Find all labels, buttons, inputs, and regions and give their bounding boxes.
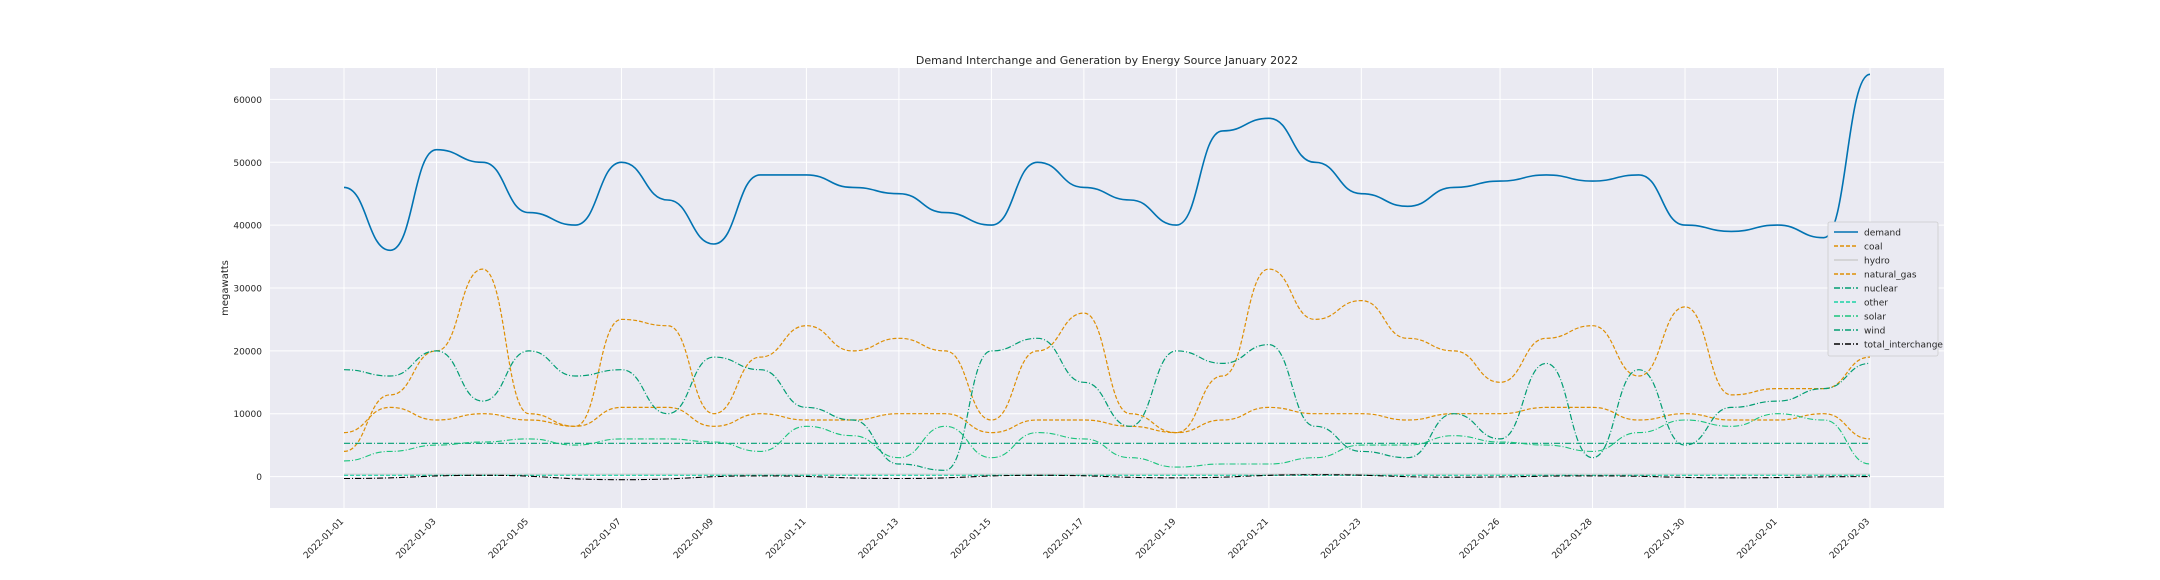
legend-label-demand: demand	[1864, 229, 1901, 239]
x-tick-label: 2022-02-01	[1736, 517, 1780, 561]
legend-label-coal: coal	[1864, 243, 1882, 253]
x-tick-label: 2022-01-13	[857, 517, 901, 561]
legend-label-natural_gas: natural_gas	[1864, 271, 1917, 281]
x-tick-label: 2022-01-21	[1227, 517, 1271, 561]
y-tick-label: 50000	[233, 159, 262, 169]
x-tick-label: 2022-01-30	[1643, 517, 1687, 561]
legend-label-solar: solar	[1864, 313, 1886, 323]
y-axis-label: megawatts	[220, 260, 231, 316]
series-line-wind	[343, 337, 1871, 471]
series-line-total_interchange	[343, 474, 1871, 481]
y-tick-label: 0	[256, 473, 262, 483]
series-line-coal	[343, 406, 1871, 440]
y-tick-label: 10000	[233, 410, 262, 420]
legend-label-nuclear: nuclear	[1864, 285, 1898, 295]
grid	[270, 68, 1944, 508]
series-line-natural_gas	[343, 268, 1871, 452]
x-tick-label: 2022-01-28	[1551, 517, 1595, 561]
x-tick-label: 2022-01-09	[672, 517, 716, 561]
legend-label-total_interchange: total_interchange	[1864, 341, 1943, 351]
x-tick-label: 2022-01-23	[1319, 517, 1363, 561]
chart-title: Demand Interchange and Generation by Ene…	[916, 54, 1298, 67]
legend-label-other: other	[1864, 299, 1888, 309]
x-tick-label: 2022-01-15	[949, 517, 993, 561]
legend-box	[1827, 221, 1939, 357]
x-tick-label: 2022-01-11	[764, 517, 808, 561]
x-tick-label: 2022-01-03	[395, 517, 439, 561]
x-tick-label: 2022-01-01	[302, 517, 346, 561]
series-line-solar	[343, 413, 1871, 468]
series-layer	[343, 73, 1871, 481]
x-tick-label: 2022-01-26	[1458, 517, 1502, 561]
x-tick-label: 2022-01-07	[580, 517, 624, 561]
x-tick-label: 2022-01-17	[1042, 517, 1086, 561]
series-line-demand	[343, 73, 1871, 252]
y-tick-label: 40000	[233, 222, 262, 232]
y-tick-label: 20000	[233, 347, 262, 357]
x-tick-label: 2022-01-05	[487, 517, 531, 561]
y-tick-label: 60000	[233, 96, 262, 106]
y-tick-label: 30000	[233, 285, 262, 295]
x-tick-label: 2022-01-19	[1134, 517, 1178, 561]
x-tick-label: 2022-02-03	[1828, 517, 1872, 561]
legend-label-wind: wind	[1864, 327, 1885, 337]
legend-label-hydro: hydro	[1864, 257, 1890, 267]
